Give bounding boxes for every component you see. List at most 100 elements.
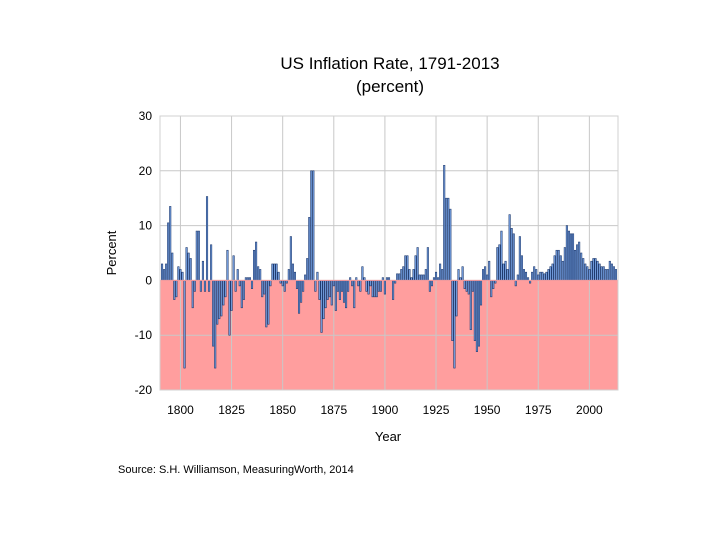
bar-1966 (518, 236, 521, 281)
bar-1816 (212, 280, 215, 347)
bar-1840 (261, 280, 264, 298)
bar-1874 (330, 280, 333, 306)
x-tick-label: 1825 (218, 403, 245, 417)
bar-1980 (547, 269, 550, 281)
bar-1822 (224, 280, 227, 298)
bar-1827 (234, 280, 237, 292)
bar-1910 (404, 255, 407, 281)
bar-1793 (165, 263, 168, 281)
bar-1887 (357, 280, 360, 287)
bar-1891 (365, 280, 368, 292)
bar-1982 (551, 263, 554, 281)
bar-1865 (312, 170, 315, 281)
bar-1935 (455, 280, 458, 317)
bar-1845 (271, 263, 274, 281)
bar-2010 (608, 260, 611, 281)
bar-1818 (216, 280, 219, 325)
bar-1794 (167, 222, 170, 281)
bar-1814 (208, 280, 211, 292)
bar-1956 (498, 244, 501, 281)
bar-1806 (191, 280, 194, 309)
bar-1888 (359, 280, 362, 292)
bar-1847 (275, 263, 278, 281)
bar-1811 (201, 260, 204, 281)
bar-1817 (214, 280, 217, 369)
bar-2002 (592, 258, 595, 281)
bar-1859 (300, 280, 303, 303)
bar-1870 (322, 280, 325, 320)
bar-1952 (490, 280, 493, 298)
bar-1885 (353, 280, 356, 309)
bar-1994 (576, 244, 579, 281)
bar-1976 (539, 271, 542, 281)
bar-2001 (590, 260, 593, 281)
bar-1882 (347, 280, 350, 292)
bar-1812 (203, 280, 207, 292)
x-tick-label: 2000 (576, 403, 603, 417)
bar-1914 (412, 269, 415, 281)
bar-1837 (255, 241, 258, 281)
bar-1936 (457, 269, 460, 281)
y-axis-label: Percent (104, 230, 119, 275)
bar-1863 (308, 217, 311, 281)
bar-1974 (535, 269, 538, 281)
bar-1805 (189, 258, 192, 281)
bar-1860 (302, 280, 305, 292)
x-tick-label: 1925 (423, 403, 450, 417)
bar-1828 (236, 269, 239, 281)
bar-1803 (185, 247, 188, 281)
bar-1821 (222, 280, 225, 306)
bar-1858 (297, 280, 301, 314)
bar-1799 (177, 266, 180, 281)
bar-1873 (328, 280, 331, 298)
bar-1960 (506, 269, 509, 281)
bar-1991 (569, 233, 573, 281)
bar-1984 (555, 249, 558, 281)
bar-1867 (316, 271, 319, 281)
bar-1996 (580, 252, 583, 281)
bar-1989 (565, 225, 568, 281)
x-tick-label: 1975 (525, 403, 552, 417)
bar-1842 (265, 280, 268, 328)
bar-1915 (414, 255, 417, 281)
bar-1819 (218, 280, 221, 320)
bar-1955 (496, 247, 499, 281)
bar-2009 (606, 269, 609, 281)
bar-1809 (197, 230, 200, 281)
bar-1853 (287, 269, 290, 281)
bar-1932 (449, 208, 452, 281)
bar-1946 (477, 280, 481, 347)
bar-1804 (187, 252, 190, 281)
bar-2013 (614, 269, 617, 281)
plot-area (159, 115, 619, 391)
bar-1797 (173, 280, 176, 300)
x-tick-label: 1800 (167, 403, 194, 417)
bar-series (161, 165, 617, 369)
bar-1978 (543, 273, 546, 281)
x-tick-label: 1950 (474, 403, 501, 417)
bar-1824 (228, 280, 231, 336)
bar-1792 (163, 269, 166, 281)
bar-1857 (295, 280, 299, 289)
bar-1908 (400, 269, 403, 281)
bar-1977 (541, 271, 544, 281)
bar-1836 (253, 249, 256, 281)
x-tick-label: 1875 (320, 403, 347, 417)
bar-1911 (406, 255, 409, 281)
bar-1997 (582, 258, 585, 281)
bar-1791 (161, 263, 164, 281)
bar-1945 (475, 280, 478, 352)
bar-1963 (512, 233, 515, 281)
bar-1927 (439, 263, 442, 281)
y-axis-ticks: -20 -10 0 10 20 30 (135, 109, 153, 397)
bar-1844 (269, 280, 272, 287)
y-tick-label: -20 (135, 383, 153, 397)
bar-1823 (226, 249, 229, 281)
bar-1855 (291, 263, 294, 281)
y-tick-label: 10 (139, 219, 153, 233)
bar-1864 (310, 170, 313, 281)
bar-1983 (553, 255, 556, 281)
y-tick-label: 0 (145, 273, 152, 287)
bar-1979 (545, 271, 548, 281)
